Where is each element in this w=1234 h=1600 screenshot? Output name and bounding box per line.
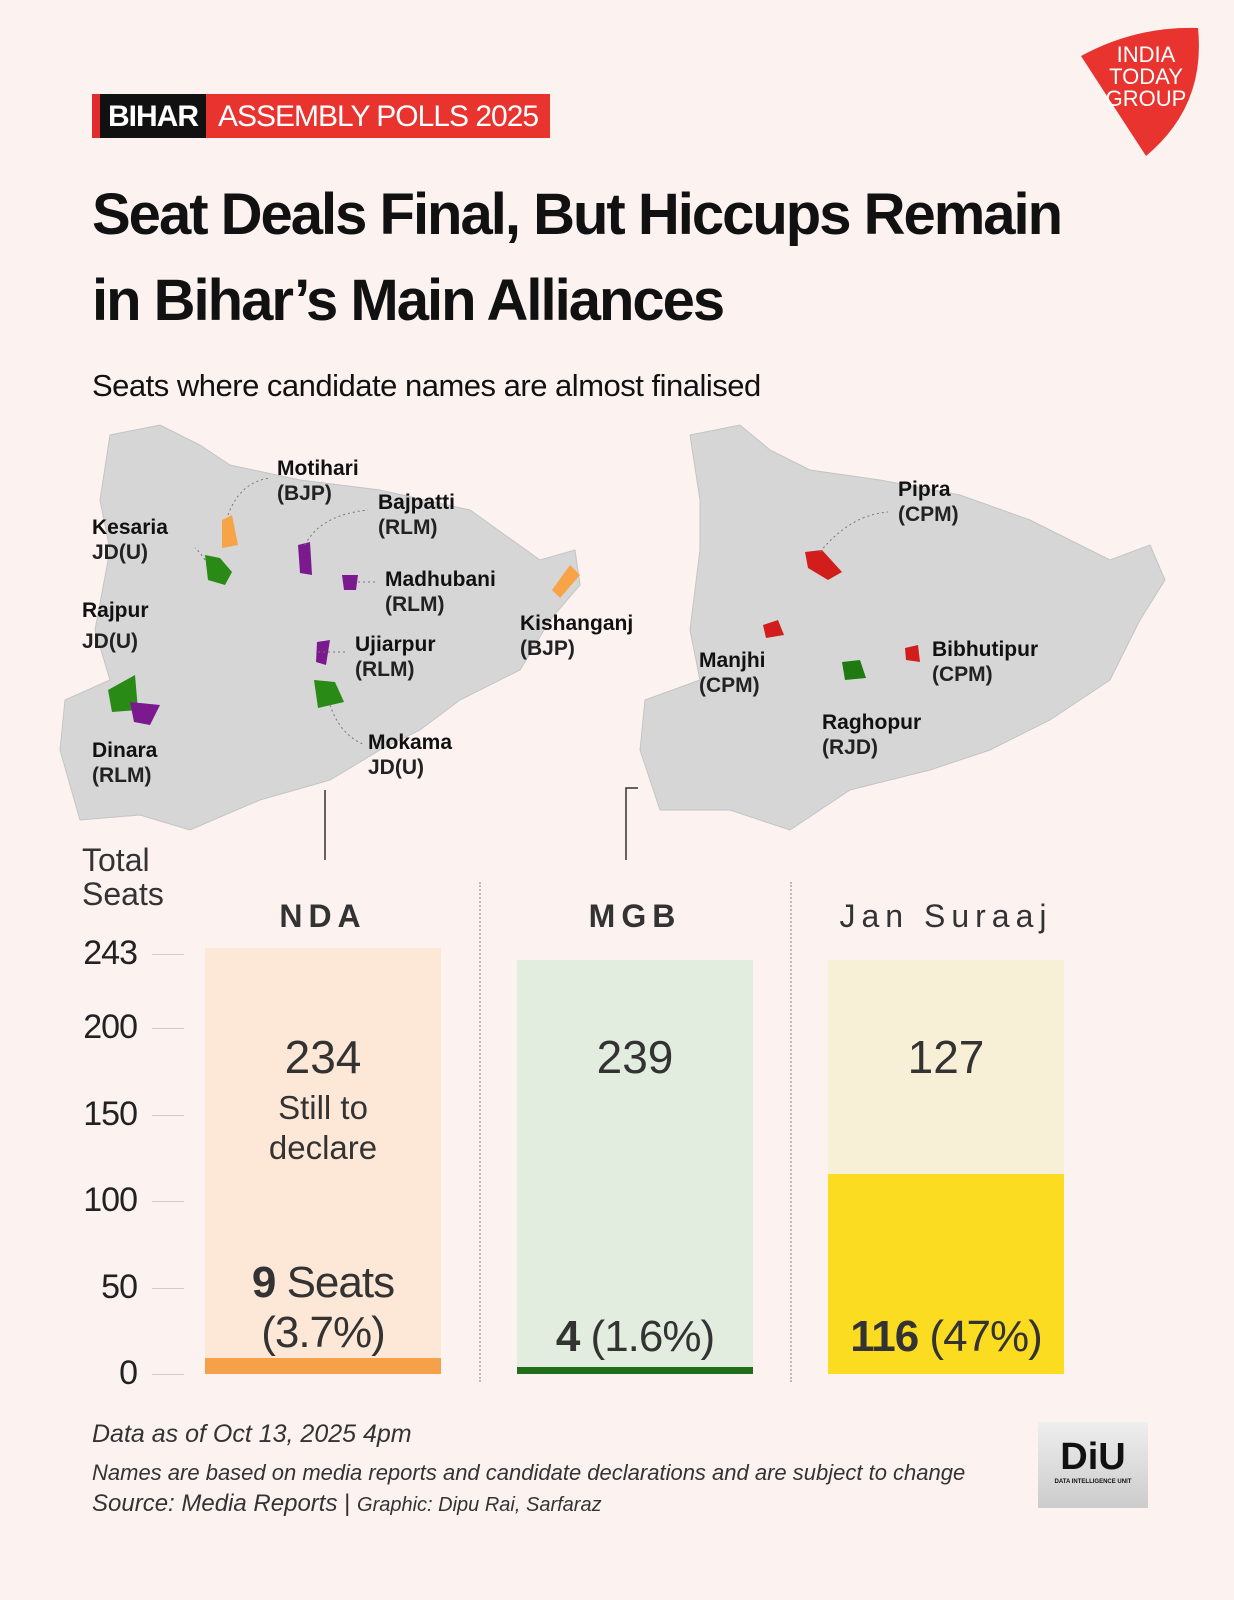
kicker-accent [92,94,100,138]
map-label-manjhi: Manjhi (CPM) [699,649,766,697]
nda-map [59,424,581,831]
map-label-bajpatti: Bajpatti (RLM) [378,491,456,539]
y-tick-line [152,1114,184,1116]
y-tick-label: 150 [83,1094,138,1133]
still-to-declare-label: 127 [907,1031,985,1083]
y-tick-line [152,954,184,955]
bar-declared [517,1367,753,1374]
footer-credits: Source: Media Reports | Graphic: Dipu Ra… [92,1490,602,1517]
kicker-state: BIHAR [100,94,206,138]
bar-declared [828,1173,1064,1374]
y-tick-line [152,1287,184,1289]
bar-still-to-declare [517,960,753,1368]
declared-label: 4 (1.6%) [555,1312,715,1361]
map-label-motihari: Motihari (BJP) [277,457,359,505]
svg-text:INDIA: INDIA [1117,42,1176,67]
map-label-kishanganj: Kishanganj (BJP) [520,612,634,660]
map-label-ujiarpur: Ujiarpur (RLM) [355,633,436,681]
column-divider [479,882,481,1382]
column-head-nda: NDA [279,898,367,934]
mgb-map [639,424,1166,831]
seat-kishanganj [552,565,580,598]
map-label-bibhutipur: Bibhutipur (CPM) [932,638,1039,686]
seat-motihari [222,515,238,548]
y-tick-line [152,1374,184,1375]
map-label-rajpur: Rajpur JD(U) [82,599,149,653]
svg-text:TODAY: TODAY [1109,64,1183,89]
column-head-mgb: MGB [588,898,682,934]
map-label-mokama: Mokama JD(U) [368,731,453,779]
seat-bajpatti [298,542,312,575]
seat-madhubani [342,575,358,590]
source: Source: Media Reports [92,1490,338,1517]
seat-dinara [130,702,160,725]
map-label-madhubani: Madhubani (RLM) [385,568,496,616]
bar-still-to-declare [828,960,1064,1174]
map-label-pipra: Pipra (CPM) [898,478,959,526]
map-label-dinara: Dinara (RLM) [92,739,158,787]
map-label-raghopur: Raghopur (RJD) [822,711,922,759]
bihar-maps [59,424,1166,860]
y-tick-label: 200 [83,1008,138,1047]
seat-mokama [314,680,344,708]
y-tick-label: 100 [83,1181,138,1220]
column-divider [790,882,792,1382]
map-label-kesaria: Kesaria JD(U) [92,516,168,564]
still-to-declare-label: 239 [596,1031,674,1083]
kicker-text: ASSEMBLY POLLS 2025 [206,94,551,138]
y-axis-label: Total Seats [82,842,164,912]
seat-pipra [805,550,842,580]
y-tick-line [152,1201,184,1203]
svg-text:GROUP: GROUP [1106,86,1187,111]
y-tick-label: 50 [101,1267,138,1306]
page-title: Seat Deals Final, But Hiccups Remain in … [92,182,1063,333]
diu-logo: DiU DATA INTELLIGENCE UNIT [1038,1422,1148,1508]
bar-declared [205,1358,441,1374]
data-date: Data as of Oct 13, 2025 4pm [92,1420,412,1448]
y-tick-label: 0 [119,1354,138,1392]
y-tick-line [152,1028,184,1030]
seat-raghopur [842,660,866,680]
column-head-jan-suraaj: Jan Suraaj [839,898,1053,934]
seat-kesaria [205,555,232,585]
declared-label: 116 (47%) [850,1312,1043,1361]
bar-still-to-declare [205,948,441,1359]
declared-label: 9 Seats (3.7%) [251,1258,395,1357]
still-to-declare-label: 234 Still to declare [268,1031,378,1166]
seat-bibhutipur [905,645,920,662]
india-today-logo: INDIA TODAY GROUP [1081,27,1199,156]
kicker: BIHAR ASSEMBLY POLLS 2025 [92,94,551,138]
subtitle: Seats where candidate names are almost f… [92,368,761,403]
footer-note: Names are based on media reports and can… [92,1460,966,1485]
y-tick-label: 243 [83,934,138,972]
graphic-credit: Graphic: Dipu Rai, Sarfaraz [357,1494,602,1516]
seat-manjhi [763,620,784,638]
